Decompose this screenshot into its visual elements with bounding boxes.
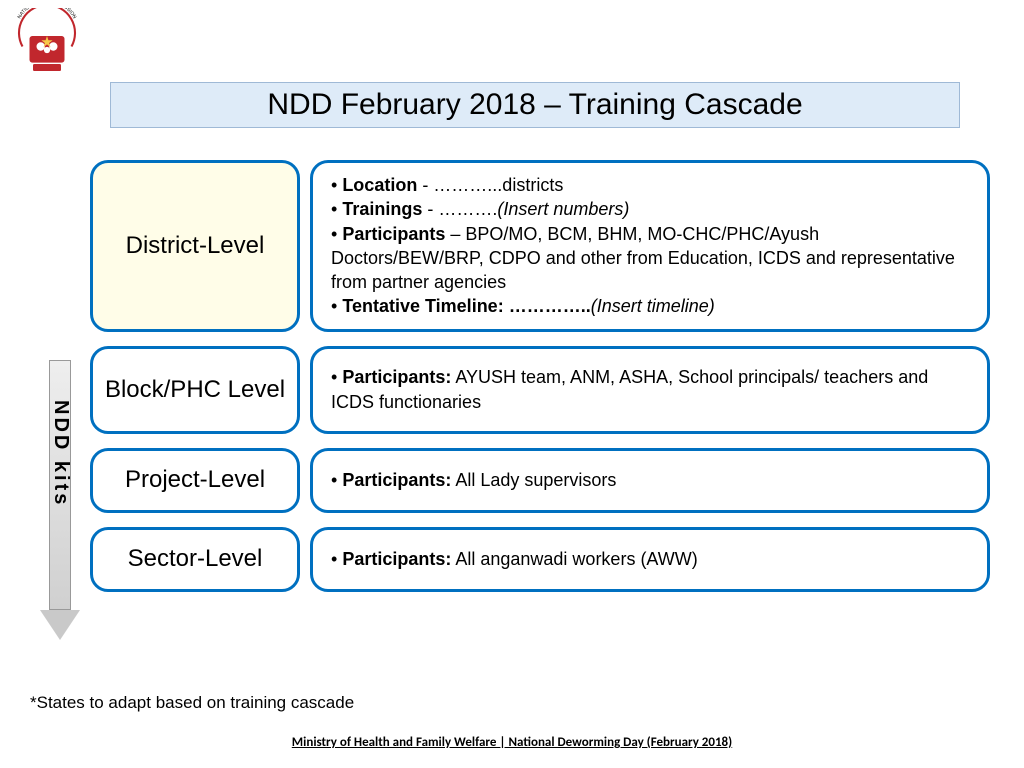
footnote: *States to adapt based on training casca…: [30, 693, 354, 713]
level-label-project: Project-Level: [90, 448, 300, 513]
cascade-row-block: Block/PHC Level Participants: AYUSH team…: [90, 346, 990, 434]
level-details-sector: Participants: All anganwadi workers (AWW…: [310, 527, 990, 592]
cascade-row-district: District-Level Location - ………...district…: [90, 160, 990, 332]
nhm-logo: NATIONAL HEALTH MISSION: [12, 8, 82, 78]
level-details-district: Location - ………...districtsTrainings - ………: [310, 160, 990, 332]
ndd-kits-arrow: NDD kits: [40, 360, 80, 645]
cascade-row-project: Project-Level Participants: All Lady sup…: [90, 448, 990, 513]
slide-title: NDD February 2018 – Training Cascade: [110, 82, 960, 128]
cascade-row-sector: Sector-Level Participants: All anganwadi…: [90, 527, 990, 592]
level-details-block: Participants: AYUSH team, ANM, ASHA, Sch…: [310, 346, 990, 434]
level-label-district: District-Level: [90, 160, 300, 332]
level-details-project: Participants: All Lady supervisors: [310, 448, 990, 513]
level-label-block: Block/PHC Level: [90, 346, 300, 434]
footer-text: Ministry of Health and Family Welfare | …: [0, 735, 1024, 750]
arrow-label: NDD kits: [48, 400, 72, 507]
level-label-sector: Sector-Level: [90, 527, 300, 592]
training-cascade: District-Level Location - ………...district…: [90, 160, 990, 606]
